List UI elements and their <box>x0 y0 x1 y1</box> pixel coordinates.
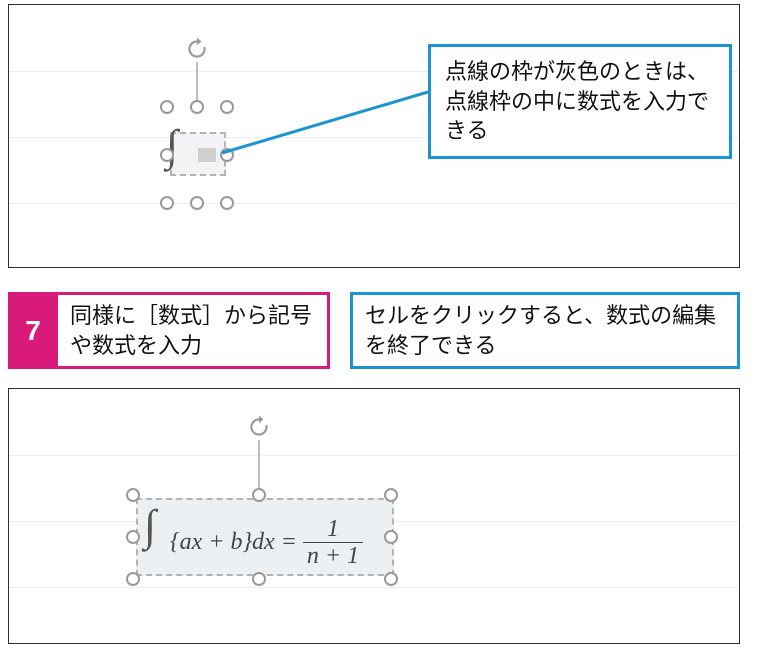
step-instruction: 同様に［数式］から記号や数式を入力 <box>58 292 330 369</box>
tip-click-cell: セルをクリックすると、数式の編集を終了できる <box>350 292 740 369</box>
equation-content: {ax + b}dx = 1 n + 1 <box>170 516 363 570</box>
step-text-content: 同様に［数式］から記号や数式を入力 <box>70 303 312 358</box>
callout-text: 点線の枠が灰色のときは、点線枠の中に数式を入力できる <box>445 59 709 143</box>
step-7: 7 同様に［数式］から記号や数式を入力 <box>8 292 330 369</box>
tip-text: セルをクリックすると、数式の編集を終了できる <box>365 303 716 358</box>
resize-handle[interactable] <box>126 488 140 502</box>
equation-fraction: 1 n + 1 <box>303 516 363 570</box>
resize-handle[interactable] <box>384 572 398 586</box>
fraction-numerator: 1 <box>323 516 343 542</box>
gridline <box>9 455 739 456</box>
integral-symbol: ∫ <box>144 500 156 551</box>
resize-handle[interactable] <box>252 488 266 502</box>
step-number: 7 <box>25 315 41 347</box>
resize-handle[interactable] <box>252 572 266 586</box>
resize-handle[interactable] <box>126 530 140 544</box>
resize-handle[interactable] <box>384 530 398 544</box>
resize-handle[interactable] <box>126 572 140 586</box>
rotate-connector <box>258 440 260 488</box>
fraction-denominator: n + 1 <box>303 543 363 569</box>
gridline <box>9 587 739 588</box>
step-number-badge: 7 <box>8 292 58 369</box>
rotate-handle-icon[interactable] <box>246 414 272 440</box>
resize-handle[interactable] <box>384 488 398 502</box>
callout-placeholder-explanation: 点線の枠が灰色のときは、点線枠の中に数式を入力できる <box>428 44 732 159</box>
equation-inline: {ax + b}dx = <box>170 529 297 556</box>
